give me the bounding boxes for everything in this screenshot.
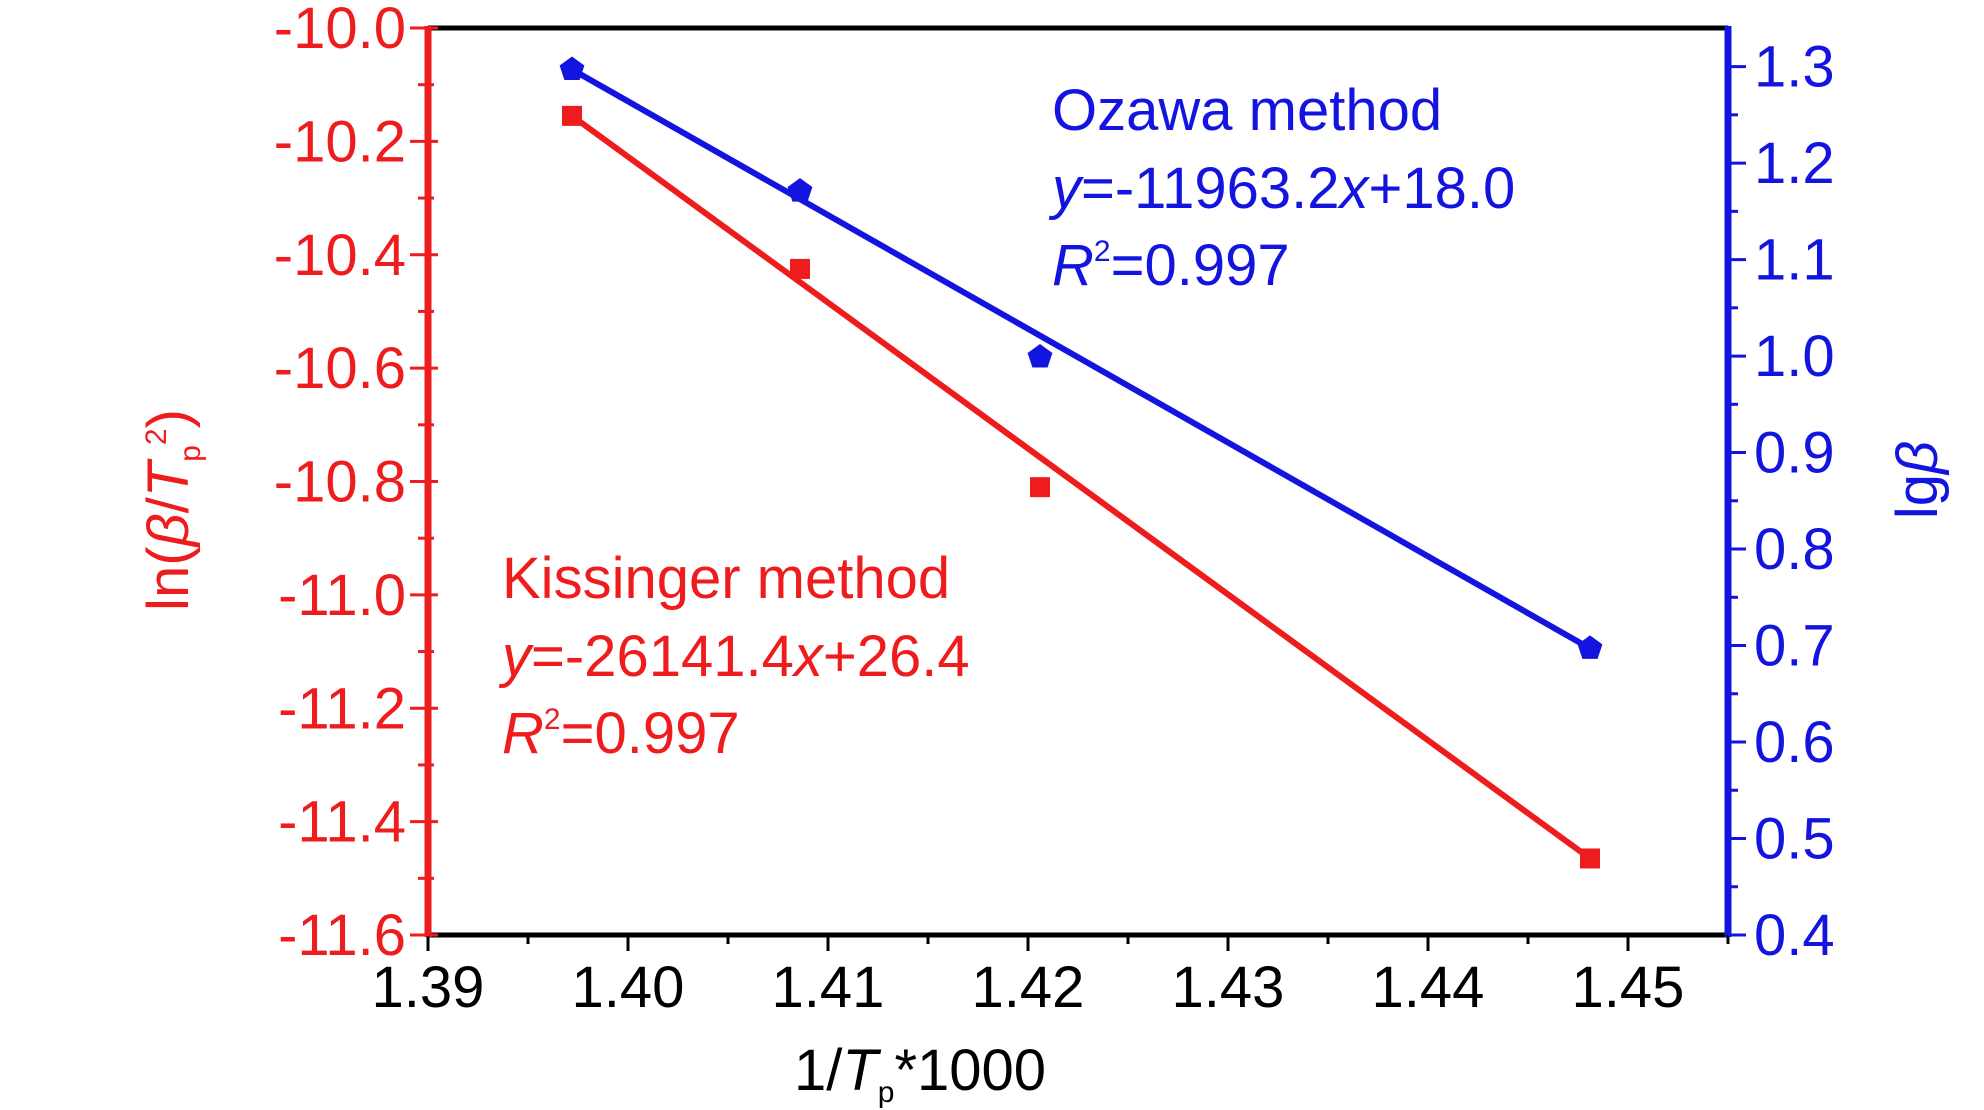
ozawa-title: Ozawa method [1052, 78, 1442, 143]
x-axis-title: 1/Tp*1000 [794, 1038, 1046, 1109]
ozawa-point [559, 56, 585, 80]
x-tick-label: 1.43 [1172, 955, 1285, 1020]
y-left-tick-label: -10.8 [274, 450, 406, 515]
fit-lines [570, 66, 1592, 861]
y-right-tick-label: 1.1 [1754, 228, 1835, 293]
y-right-tick-label: 0.7 [1754, 614, 1835, 679]
y-left-tick-label: -11.4 [278, 790, 406, 855]
ozawa-point [787, 178, 813, 202]
kissinger-r2: R2=0.997 [502, 701, 740, 766]
y-left-tick-label: -11.0 [278, 563, 406, 628]
y-left-tick-label: -10.4 [274, 223, 406, 288]
y-right-tick-label: 1.3 [1754, 35, 1835, 100]
y-right-tick-label: 0.4 [1754, 903, 1835, 968]
ozawa-point [1027, 344, 1053, 368]
kissinger-point [562, 105, 582, 126]
y-right-tick-label: 0.5 [1754, 807, 1835, 872]
y-axis-right: 1.3 1.2 1.1 1.0 0.9 0.8 0.7 0.6 0.5 0.4 [1728, 35, 1835, 968]
kissinger-point [1580, 848, 1600, 869]
ozawa-equation: y=-11963.2x+18.0 [1048, 156, 1515, 221]
ozawa-annotation: Ozawa method y=-11963.2x+18.0 R2=0.997 [1048, 78, 1515, 298]
data-points [559, 56, 1603, 869]
kissinger-point [790, 258, 810, 279]
kissinger-equation: y=-26141.4x+26.4 [498, 624, 970, 689]
x-tick-label: 1.41 [772, 955, 885, 1020]
x-tick-label: 1.44 [1372, 955, 1485, 1020]
x-tick-label: 1.42 [972, 955, 1085, 1020]
kissinger-annotation: Kissinger method y=-26141.4x+26.4 R2=0.9… [498, 546, 970, 766]
x-tick-label: 1.45 [1572, 955, 1685, 1020]
y-left-tick-label: -10.6 [274, 336, 406, 401]
y-left-tick-label: -11.6 [278, 903, 406, 968]
kissinger-title: Kissinger method [502, 546, 950, 611]
y-right-tick-label: 0.6 [1754, 710, 1835, 775]
y-axis-left-title: ln(β/Tp2) [136, 409, 207, 611]
y-axis-right-title: lgβ [1885, 441, 1950, 519]
x-axis: 1.39 1.40 1.41 1.42 1.43 1.44 1.45 [372, 935, 1730, 1020]
y-left-tick-label: -10.2 [274, 109, 406, 174]
kissinger-fit-line [570, 113, 1592, 861]
ozawa-fit-line [570, 66, 1592, 652]
y-right-tick-label: 0.9 [1754, 421, 1835, 486]
ozawa-point [1577, 635, 1603, 659]
y-right-tick-label: 1.2 [1754, 131, 1835, 196]
x-tick-label: 1.39 [372, 955, 485, 1020]
y-left-tick-label: -11.2 [278, 676, 406, 741]
x-tick-label: 1.40 [572, 955, 685, 1020]
y-axis-left: -10.0 -10.2 -10.4 -10.6 -10.8 -11.0 -11.2 -11.4… [274, 0, 438, 968]
ozawa-r2: R2=0.997 [1052, 233, 1290, 298]
y-right-tick-label: 1.0 [1754, 324, 1835, 389]
y-left-tick-label: -10.0 [274, 0, 406, 61]
kissinger-point [1030, 477, 1050, 498]
y-right-tick-label: 0.8 [1754, 517, 1835, 582]
